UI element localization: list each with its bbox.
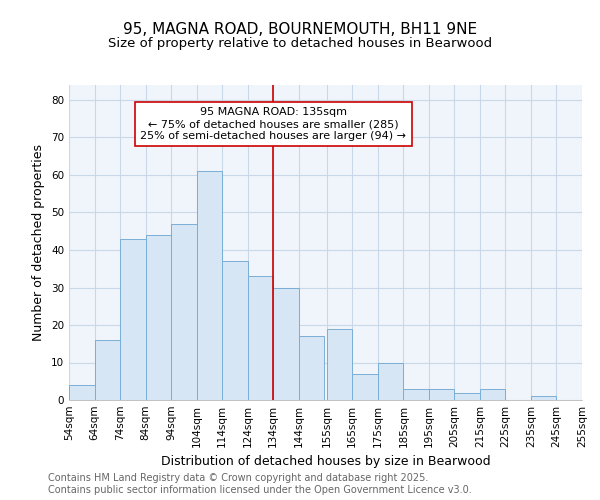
Bar (480, 389, 505, 400)
Bar (454, 392, 480, 400)
Bar (378, 362, 403, 400)
Bar (327, 329, 352, 400)
Bar (352, 374, 378, 400)
Bar (69, 385, 95, 400)
Bar (146, 235, 171, 400)
X-axis label: Distribution of detached houses by size in Bearwood: Distribution of detached houses by size … (161, 456, 490, 468)
Bar (120, 239, 146, 400)
Bar (273, 288, 299, 400)
Bar (299, 336, 324, 400)
Bar (171, 224, 197, 400)
Bar (222, 261, 248, 400)
Text: 95, MAGNA ROAD, BOURNEMOUTH, BH11 9NE: 95, MAGNA ROAD, BOURNEMOUTH, BH11 9NE (123, 22, 477, 38)
Bar (248, 276, 273, 400)
Text: Size of property relative to detached houses in Bearwood: Size of property relative to detached ho… (108, 38, 492, 51)
Text: 95 MAGNA ROAD: 135sqm
← 75% of detached houses are smaller (285)
25% of semi-det: 95 MAGNA ROAD: 135sqm ← 75% of detached … (140, 108, 406, 140)
Bar (403, 389, 429, 400)
Bar (197, 171, 222, 400)
Bar (429, 389, 454, 400)
Y-axis label: Number of detached properties: Number of detached properties (32, 144, 46, 341)
Bar (95, 340, 120, 400)
Bar (531, 396, 556, 400)
Text: Contains HM Land Registry data © Crown copyright and database right 2025.
Contai: Contains HM Land Registry data © Crown c… (48, 474, 472, 495)
